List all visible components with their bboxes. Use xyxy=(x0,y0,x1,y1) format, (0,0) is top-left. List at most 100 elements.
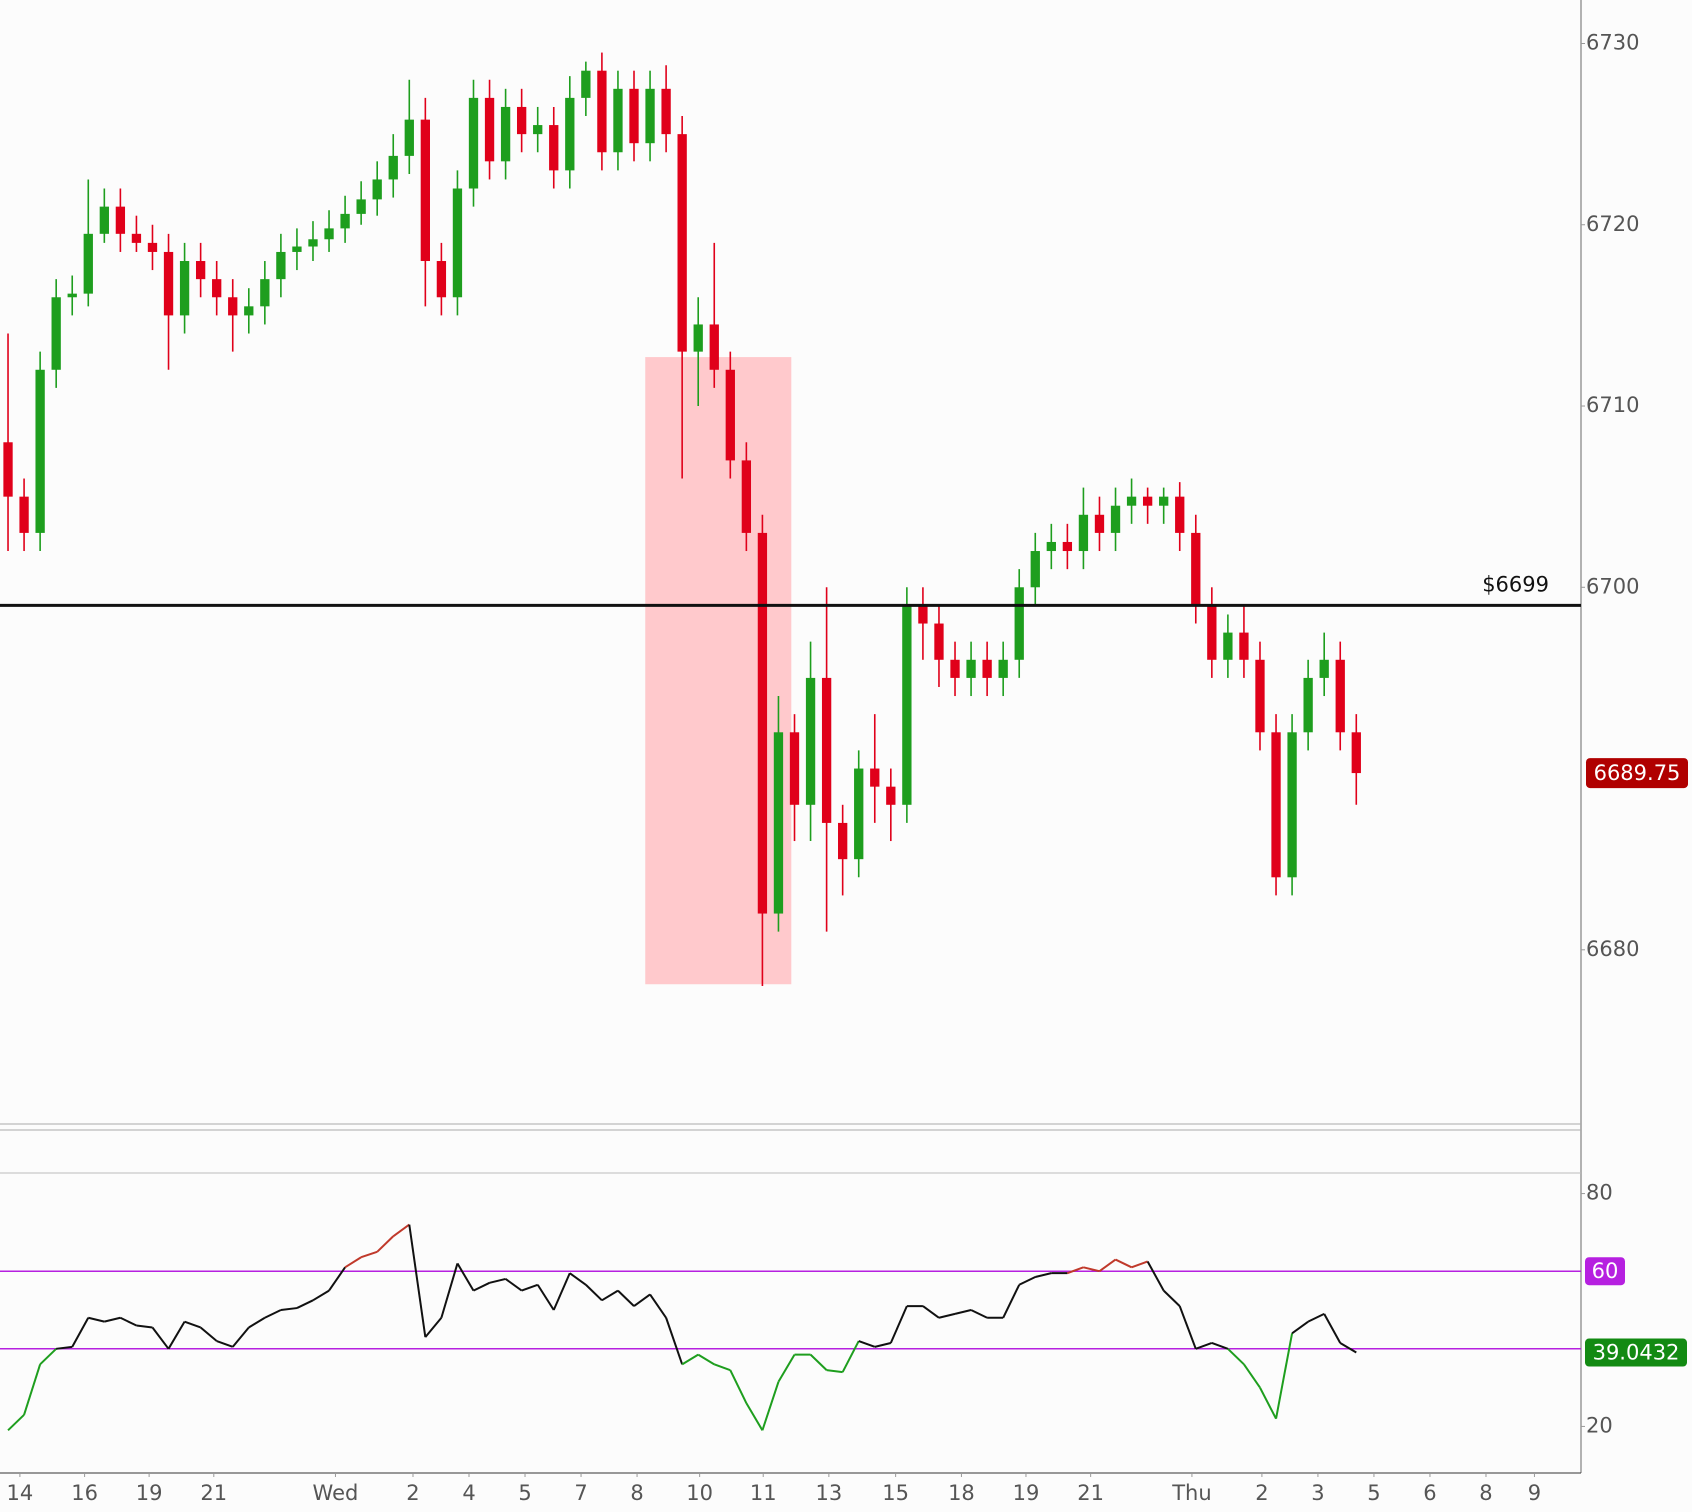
candle-body xyxy=(163,251,174,316)
rsi-segment xyxy=(1162,1289,1181,1307)
candle-body xyxy=(356,199,366,214)
rsi-segment xyxy=(1067,1266,1084,1275)
rsi-value-label: 39.0432 xyxy=(1593,1341,1680,1365)
rsi-segment xyxy=(56,1345,73,1350)
rsi-segment xyxy=(1146,1261,1165,1292)
candle-body xyxy=(565,97,575,171)
candle-body xyxy=(179,261,190,316)
rsi-segment xyxy=(280,1307,298,1311)
candle-body xyxy=(212,279,222,298)
rsi-segment xyxy=(1259,1387,1277,1420)
rsi-segment xyxy=(633,1293,651,1307)
candle-body xyxy=(677,134,687,352)
candle-body xyxy=(854,768,864,860)
rsi-segment xyxy=(713,1363,731,1372)
rsi-segment xyxy=(151,1326,170,1350)
x-tick-label: 15 xyxy=(882,1481,909,1505)
y-tick-label: 6700 xyxy=(1586,574,1639,598)
candle-body xyxy=(35,369,45,533)
rsi-segment xyxy=(88,1316,105,1323)
rsi-segment xyxy=(328,1266,346,1292)
candle-body xyxy=(1191,532,1201,606)
rsi-segment xyxy=(136,1324,153,1329)
x-tick-label: 8 xyxy=(1479,1481,1492,1505)
rsi-segment xyxy=(665,1317,684,1365)
rsi-segment xyxy=(1098,1258,1117,1272)
reference-line-label: $6699 xyxy=(1482,572,1549,596)
rsi-segment xyxy=(440,1263,459,1319)
candle-body xyxy=(998,659,1008,678)
candle-body xyxy=(805,677,816,805)
x-tick-label: 19 xyxy=(136,1481,163,1505)
candle-body xyxy=(420,119,430,262)
candle-body xyxy=(260,279,270,307)
candle-body xyxy=(613,88,623,153)
candle-body xyxy=(1319,659,1329,678)
rsi-segment xyxy=(809,1353,828,1371)
rsi-segment xyxy=(1195,1342,1213,1350)
candle-body xyxy=(1046,541,1056,552)
rsi-segment xyxy=(7,1414,25,1432)
rsi-segment xyxy=(231,1326,250,1348)
candle-body xyxy=(918,605,928,624)
y-tick-label: 6730 xyxy=(1586,31,1639,55)
rsi-segment xyxy=(1131,1260,1148,1269)
rsi-segment xyxy=(119,1316,137,1327)
candle-body xyxy=(404,119,414,156)
rsi-segment xyxy=(264,1309,282,1319)
candle-body xyxy=(597,70,607,153)
candle-body xyxy=(902,605,912,805)
rsi-segment xyxy=(344,1256,362,1269)
rsi-segment xyxy=(617,1289,635,1307)
candle-body xyxy=(838,822,848,860)
rsi-segment xyxy=(841,1340,860,1373)
rsi-segment xyxy=(729,1369,748,1404)
rsi-segment xyxy=(184,1320,201,1329)
candle-body xyxy=(308,239,318,247)
x-tick-label: Thu xyxy=(1171,1481,1211,1505)
x-tick-label: 21 xyxy=(200,1481,227,1505)
candle-body xyxy=(516,106,527,135)
rsi-segment xyxy=(392,1223,410,1238)
rsi-value-badge xyxy=(1585,1338,1687,1367)
rsi-segment xyxy=(1307,1312,1325,1323)
highlight-zone xyxy=(645,357,792,985)
candle-body xyxy=(131,233,142,243)
x-tick-label: Wed xyxy=(313,1481,359,1505)
rsi-segment xyxy=(889,1305,908,1344)
candle-body xyxy=(741,460,752,533)
x-tick-label: 19 xyxy=(1013,1481,1040,1505)
candle-body xyxy=(709,324,719,370)
candle-body xyxy=(340,213,350,229)
candle-body xyxy=(276,251,286,280)
candle-body xyxy=(1351,732,1361,774)
x-tick-label: 18 xyxy=(948,1481,975,1505)
y-tick-label: 6720 xyxy=(1586,212,1639,236)
rsi-segment xyxy=(167,1321,186,1350)
candle-body xyxy=(1094,514,1105,533)
candle-body xyxy=(147,242,158,252)
candle-body xyxy=(3,442,13,497)
x-tick-label: 16 xyxy=(71,1481,98,1505)
rsi-segment xyxy=(71,1317,90,1348)
candle-body xyxy=(1062,541,1073,552)
rsi-segment xyxy=(104,1316,121,1323)
rsi-segment xyxy=(1115,1258,1133,1269)
candle-body xyxy=(452,188,463,298)
last-price-badge xyxy=(1586,758,1688,789)
candle-body xyxy=(1271,732,1281,878)
x-tick-label: 6 xyxy=(1423,1481,1436,1505)
rsi-level-label: 60 xyxy=(1592,1259,1619,1283)
x-tick-label: 2 xyxy=(1255,1481,1268,1505)
candle-body xyxy=(934,623,944,660)
candle-body xyxy=(1030,551,1040,588)
last-price-label: 6689.75 xyxy=(1594,761,1681,785)
candle-body xyxy=(228,297,238,316)
rsi-segment xyxy=(376,1235,394,1253)
candle-body xyxy=(1159,496,1169,506)
rsi-y-tick-label: 80 xyxy=(1586,1181,1613,1205)
rsi-segment xyxy=(585,1284,603,1302)
candle-body xyxy=(292,246,302,252)
x-tick-label: 4 xyxy=(462,1481,475,1505)
